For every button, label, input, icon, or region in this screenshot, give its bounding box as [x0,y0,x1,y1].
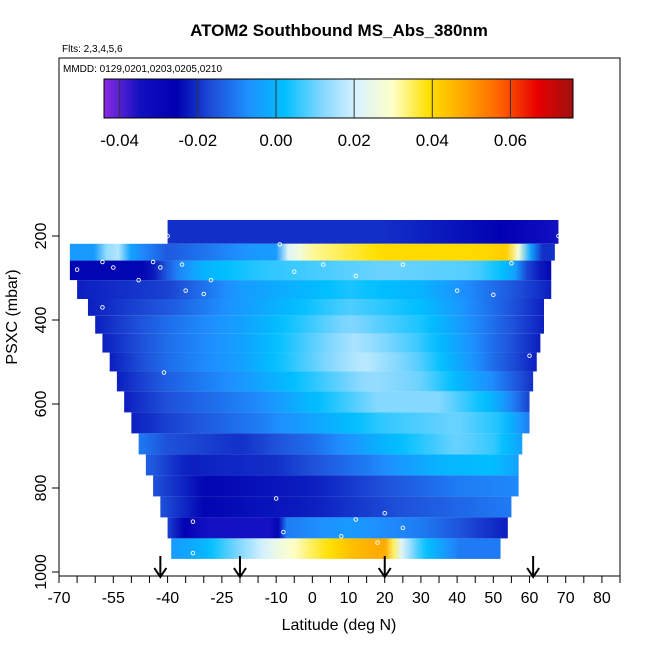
sample-point [100,305,105,310]
y-tick-label: 1000 [33,554,50,590]
heatmap-layer-row [153,475,519,497]
y-axis-label: PSXC (mbar) [4,269,21,364]
x-tick-label: -55 [102,590,125,607]
flight-arrows [153,556,540,579]
heatmap-layer-row [87,299,544,316]
y-tick-label: 800 [33,475,50,502]
x-tick-label: 60 [521,590,539,607]
heatmap-layer-row [145,454,519,476]
sample-point [281,529,286,535]
colorbar-ticks: -0.04 -0.02 0.00 0.02 0.04 0.06 [100,79,527,150]
x-axis: -70 -55 -40 -25 -10 0 10 20 30 40 50 60 70 80 [47,576,621,607]
x-tick-label: 0 [308,590,317,607]
heatmap-layer-row [95,315,544,334]
y-tick-label: 200 [33,223,50,250]
heatmap-layers [69,220,559,559]
heatmap-layer-row [69,243,555,261]
sample-point [375,540,380,545]
sample-point [400,262,406,267]
sample-point [320,262,326,267]
sample-point [190,550,196,556]
heatmap-layer-row [109,352,537,372]
y-tick-label: 400 [33,307,50,334]
sample-point [277,242,283,247]
sample-point [527,353,532,358]
colorbar-tick-label: 0.02 [338,131,371,150]
sample-point [273,496,279,501]
sample-point [150,259,156,265]
heatmap-layer-row [102,333,541,353]
heatmap-layer-row [124,391,530,413]
plot-frame [58,57,621,577]
sample-point [201,291,207,297]
sample-point [353,517,359,522]
x-tick-label: -40 [156,590,179,607]
heatmap-layer-row [167,220,559,244]
colorbar-tick-label: 0.00 [259,131,292,150]
down-arrow-icon [377,556,392,579]
heatmap-layer-row [171,538,501,559]
colorbar-scale [103,78,574,119]
colorbar: -0.04 -0.02 0.00 0.02 0.04 0.06 [100,78,574,150]
sample-point [100,259,105,265]
heatmap-layer-row [138,433,523,455]
heatmap-layer-row [116,371,534,392]
x-tick-label: 80 [593,590,611,607]
sample-point [292,269,297,274]
x-tick-label: -10 [265,590,288,607]
sample-point [165,233,170,239]
sample-point [161,370,167,375]
x-axis-label: Latitude (deg N) [282,617,397,634]
x-tick-label: 50 [484,590,502,607]
x-tick-label: -70 [47,590,70,607]
x-tick-label: -25 [210,590,233,607]
sample-point [556,233,561,239]
sample-point [454,288,460,293]
y-axis: 200 400 600 800 1000 [33,223,59,590]
x-tick-label: 10 [340,590,358,607]
sample-point [111,265,116,270]
dates-label: MMDD: 0129,0201,0203,0205,0210 [63,64,222,75]
heatmap-layer-row [167,517,508,539]
sample-point [400,525,406,531]
sample-point [491,292,496,298]
sample-point [63,252,69,258]
sample-point [509,261,514,266]
flights-label: Flts: 2,3,4,5,6 [62,44,123,55]
sample-point [136,277,141,283]
heatmap-layer-row [131,412,530,434]
sample-point [208,277,214,283]
sample-points [63,233,561,556]
colorbar-tick-label: -0.04 [100,131,139,150]
x-tick-label: 40 [448,590,466,607]
sample-point [179,262,185,267]
heatmap-layer-row [77,280,552,299]
colorbar-tick-label: -0.02 [178,131,217,150]
sample-point [183,288,188,293]
colorbar-tick-label: 0.06 [494,131,527,150]
heatmap-layer-row [160,496,512,518]
x-tick-label: 20 [376,590,394,607]
sample-point [74,267,80,272]
sample-point [158,265,163,270]
heatmap-layer-row [69,260,552,281]
sample-point [353,273,359,279]
x-tick-label: 70 [557,590,575,607]
down-arrow-icon [526,556,540,579]
sample-point [382,510,387,516]
sample-point [190,519,196,524]
colorbar-tick-label: 0.04 [416,131,449,150]
down-arrow-icon [153,556,168,579]
chart-title: ATOM2 Southbound MS_Abs_380nm [190,21,488,40]
down-arrow-icon [233,556,247,579]
sample-point [339,534,344,539]
y-tick-label: 600 [33,391,50,418]
x-tick-label: 30 [412,590,430,607]
